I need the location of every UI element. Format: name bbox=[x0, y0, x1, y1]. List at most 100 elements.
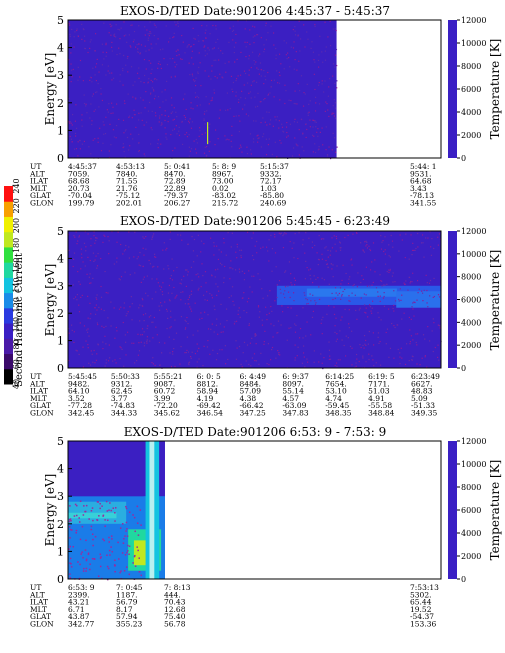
table-cell: 5: 8: 9 bbox=[212, 162, 236, 171]
heatmap-cell bbox=[187, 303, 189, 305]
heatmap-cell bbox=[185, 320, 187, 323]
heatmap-cell bbox=[146, 327, 148, 330]
heatmap-cell bbox=[234, 269, 237, 271]
heatmap-cell bbox=[238, 307, 240, 309]
y-tick-label: 5 bbox=[57, 225, 64, 238]
heatmap-cell bbox=[388, 269, 390, 271]
heatmap-cell bbox=[254, 35, 256, 37]
heatmap-cell bbox=[277, 349, 279, 352]
heatmap-cell bbox=[363, 366, 366, 369]
heatmap-cell bbox=[190, 127, 193, 129]
heatmap-cell bbox=[245, 55, 247, 58]
heatmap-cell bbox=[123, 150, 125, 153]
heatmap-cell bbox=[244, 104, 246, 106]
heatmap-cell bbox=[358, 309, 360, 311]
heatmap-cell bbox=[288, 261, 291, 263]
heatmap-cell bbox=[243, 341, 246, 343]
heatmap-cell bbox=[136, 44, 138, 46]
heatmap-cell bbox=[369, 248, 371, 251]
panel-1-title: EXOS-D/TED Date:901206 4:45:37 - 5:45:37 bbox=[120, 4, 390, 18]
heatmap-cell bbox=[404, 363, 407, 366]
heatmap-cell bbox=[197, 330, 199, 332]
heatmap-cell bbox=[167, 41, 170, 43]
heatmap-cell bbox=[175, 111, 177, 113]
heatmap-cell bbox=[75, 514, 78, 517]
heatmap-cell bbox=[216, 352, 219, 355]
heatmap-cell bbox=[138, 112, 140, 114]
heatmap-cell bbox=[100, 285, 102, 288]
heatmap-cell bbox=[231, 232, 233, 234]
heatmap-cell bbox=[321, 319, 323, 321]
heatmap-cell bbox=[149, 21, 151, 23]
heatmap-cell bbox=[384, 249, 386, 251]
heatmap-cell bbox=[415, 333, 417, 335]
heatmap-cell bbox=[217, 286, 219, 288]
heatmap-cell bbox=[117, 231, 119, 233]
heatmap-cell bbox=[121, 523, 124, 525]
heatmap-cell bbox=[190, 45, 192, 47]
heatmap-cell bbox=[82, 366, 85, 368]
heatmap-cell bbox=[328, 341, 330, 343]
heatmap-cell bbox=[294, 30, 296, 32]
heatmap-cell bbox=[123, 21, 125, 23]
heatmap-cell bbox=[263, 51, 265, 53]
heatmap-cell bbox=[86, 273, 88, 275]
heatmap-cell bbox=[171, 104, 173, 106]
heatmap-cell bbox=[213, 47, 215, 49]
heatmap-cell bbox=[229, 107, 231, 110]
heatmap-cell bbox=[154, 112, 157, 114]
heatmap-cell bbox=[184, 352, 186, 354]
heatmap-cell bbox=[329, 20, 331, 22]
heatmap-cell bbox=[123, 307, 125, 309]
heatmap-cell bbox=[219, 109, 221, 111]
heatmap-cell bbox=[247, 115, 250, 117]
heatmap-cell bbox=[194, 92, 196, 94]
heatmap-cell bbox=[129, 115, 131, 117]
heatmap-cell bbox=[335, 237, 338, 240]
heatmap-cell bbox=[151, 87, 153, 89]
heatmap-cell bbox=[127, 55, 129, 58]
heatmap-cell bbox=[223, 237, 225, 240]
right-tick-label: 8000 bbox=[461, 62, 481, 71]
heatmap-cell bbox=[140, 44, 143, 46]
heatmap-cell bbox=[193, 140, 195, 142]
heatmap-cell bbox=[324, 59, 327, 61]
heatmap-cell bbox=[81, 38, 83, 41]
heatmap-cell bbox=[356, 358, 358, 360]
table-cell: 7171. bbox=[368, 379, 389, 388]
heatmap-cell bbox=[184, 328, 186, 330]
heatmap-cell bbox=[232, 25, 234, 27]
heatmap-cell bbox=[132, 84, 134, 86]
heatmap-cell bbox=[214, 75, 216, 78]
heatmap-cell bbox=[175, 125, 177, 127]
heatmap-cell bbox=[192, 108, 194, 110]
heatmap-cell bbox=[133, 30, 136, 33]
heatmap-cell bbox=[168, 299, 171, 301]
heatmap-cell bbox=[334, 325, 336, 327]
heatmap-cell bbox=[77, 561, 79, 563]
heatmap-cell bbox=[125, 129, 127, 131]
heatmap-cell bbox=[334, 287, 337, 289]
heatmap-cell bbox=[82, 346, 84, 348]
heatmap-cell bbox=[85, 103, 87, 105]
heatmap-cell bbox=[393, 357, 395, 359]
heatmap-cell bbox=[182, 98, 185, 100]
table-cell: 5.09 bbox=[411, 394, 428, 403]
heatmap-cell bbox=[297, 257, 299, 260]
heatmap-cell bbox=[332, 132, 334, 135]
heatmap-cell bbox=[120, 276, 123, 278]
heatmap-cell bbox=[85, 539, 87, 542]
heatmap-cell bbox=[80, 253, 83, 255]
heatmap-cell bbox=[303, 356, 305, 358]
heatmap-cell bbox=[391, 240, 394, 242]
heatmap-cell bbox=[148, 49, 150, 51]
colorbar-swatch bbox=[4, 186, 13, 202]
heatmap-cell bbox=[153, 316, 156, 319]
heatmap-cell bbox=[244, 97, 247, 99]
heatmap-cell bbox=[122, 68, 124, 70]
heatmap-cell bbox=[272, 125, 275, 127]
table-row-label: ILAT bbox=[30, 177, 48, 186]
table-cell: -70.04 bbox=[68, 191, 92, 200]
heatmap-cell bbox=[274, 236, 276, 238]
heatmap-cell bbox=[86, 329, 88, 331]
